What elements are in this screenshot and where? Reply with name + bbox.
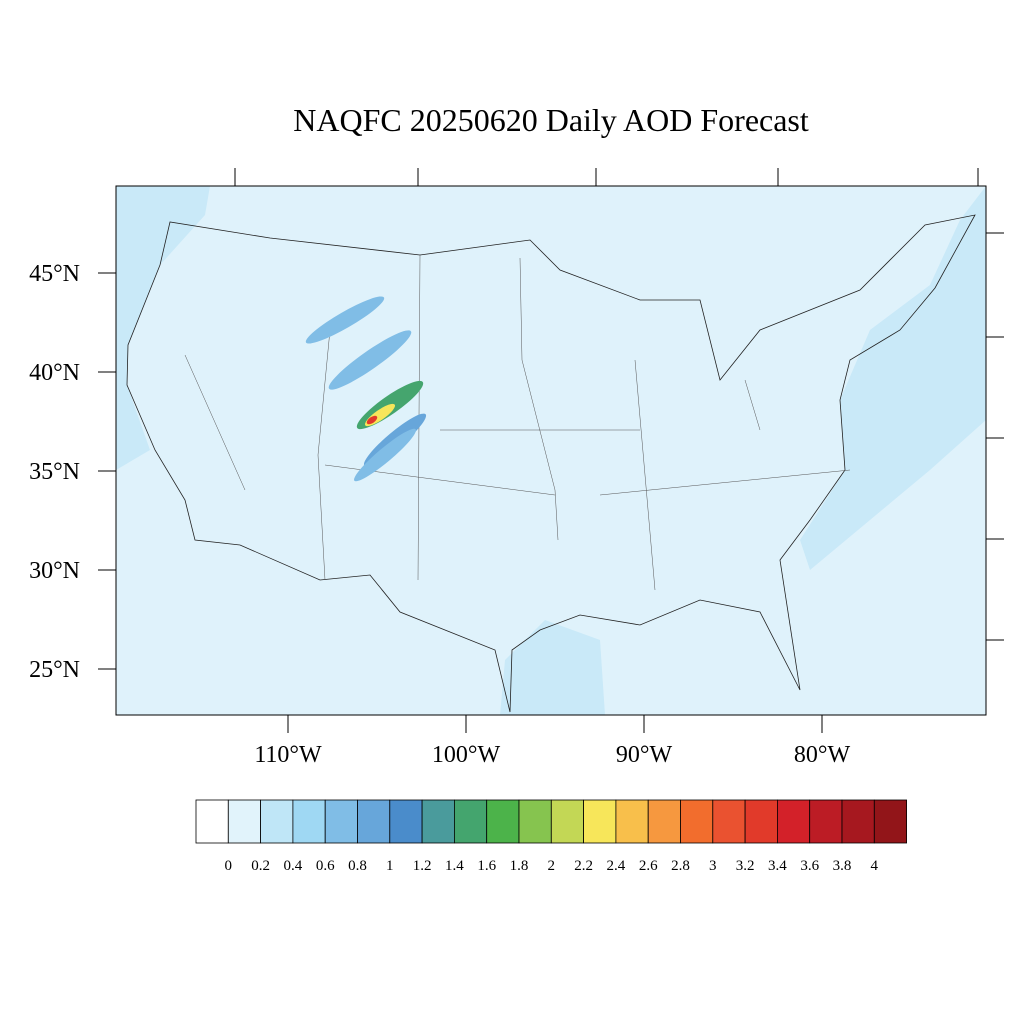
lat-label: 40°N (29, 360, 80, 386)
colorbar-box (389, 799, 423, 844)
frame-ticks (234, 168, 1004, 641)
colorbar-label: 3.4 (768, 858, 787, 874)
lon-label: 100°W (432, 742, 501, 768)
colorbar-box (647, 799, 681, 844)
colorbar-label: 0 (225, 858, 233, 874)
colorbar-label: 2.4 (607, 858, 626, 874)
colorbar-box (680, 799, 714, 844)
pacific-ocean (116, 186, 210, 470)
colorbar-box (195, 799, 229, 844)
lon-label: 80°W (794, 742, 851, 768)
lat-label: 25°N (29, 657, 80, 683)
colorbar-label: 2.8 (671, 858, 690, 874)
colorbar-box (292, 799, 326, 844)
colorbar-label: 0.8 (348, 858, 367, 874)
colorbar-box (809, 799, 843, 844)
colorbar-box (357, 799, 391, 844)
lat-label: 30°N (29, 558, 80, 584)
colorbar-box (260, 799, 294, 844)
colorbar-label: 0.6 (316, 858, 335, 874)
colorbar-box (873, 799, 907, 844)
colorbar-box (712, 799, 746, 844)
colorbar-box (324, 799, 358, 844)
colorbar-box (777, 799, 811, 844)
colorbar-label: 2.2 (574, 858, 593, 874)
colorbar-box (453, 799, 488, 844)
colorbar-label: 3.8 (833, 858, 852, 874)
colorbar-label: 2.6 (639, 858, 658, 874)
colorbar-box (615, 799, 649, 844)
colorbar-label: 1.8 (510, 858, 529, 874)
colorbar-label: 4 (871, 858, 879, 874)
colorbar-label: 1 (386, 858, 394, 874)
lon-label: 90°W (616, 742, 673, 768)
colorbar-label: 2 (548, 858, 556, 874)
colorbar: 0 0.2 0.4 0.6 0.8 1 1.2 1.4 1.6 1.8 2 2.2 2.4 2.6 2.8 3… (195, 799, 907, 874)
colorbar-label: 1.6 (477, 858, 496, 874)
lat-label: 45°N (29, 261, 80, 287)
map (115, 168, 1004, 716)
colorbar-box (583, 799, 617, 844)
colorbar-box (550, 799, 584, 844)
colorbar-box (744, 799, 778, 844)
colorbar-label: 3.2 (736, 858, 755, 874)
lon-label: 110°W (254, 742, 322, 768)
gulf (500, 620, 605, 715)
colorbar-box (227, 799, 262, 844)
colorbar-box (421, 799, 455, 844)
axis-labels: 45°N 40°N 35°N 30°N 25°N 110°W 100°W 90°W 80°W (29, 261, 850, 768)
us-outline (126, 214, 976, 713)
colorbar-box (841, 799, 875, 844)
atlantic-ocean (800, 186, 986, 570)
title: NAQFC 20250620 Daily AOD Forecast (293, 102, 809, 138)
colorbar-label: 3 (709, 858, 717, 874)
aod-plumes (305, 296, 427, 482)
colorbar-label: 3.6 (800, 858, 819, 874)
colorbar-box (518, 799, 552, 844)
colorbar-label: 1.2 (413, 858, 432, 874)
colorbar-label: 1.4 (445, 858, 464, 874)
colorbar-label: 0.4 (284, 858, 303, 874)
lat-label: 35°N (29, 459, 80, 485)
colorbar-label: 0.2 (251, 858, 270, 874)
colorbar-box (486, 799, 520, 844)
map-frame (115, 185, 987, 716)
